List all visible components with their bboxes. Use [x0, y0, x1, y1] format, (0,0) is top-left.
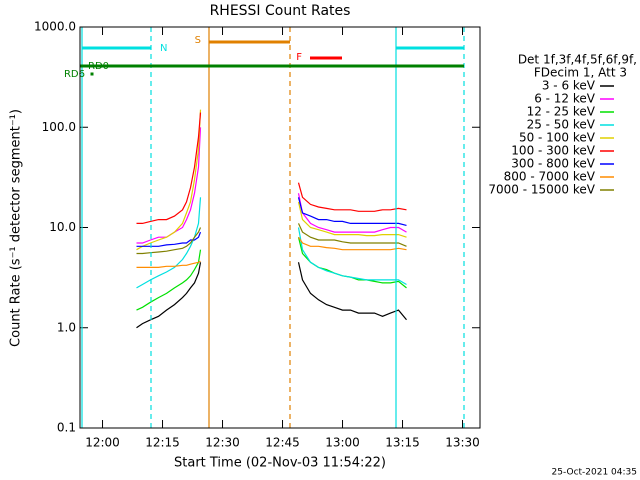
series-line: [136, 223, 407, 255]
y-tick-label: 10.0: [49, 220, 76, 234]
series-line: [136, 197, 407, 247]
rd-label: RD0: [88, 61, 109, 72]
series-line: [136, 127, 407, 244]
y-tick-label: 1.0: [57, 320, 76, 334]
x-tick-label: 13:30: [445, 436, 480, 450]
legend-label: 800 - 7000 keV: [504, 170, 596, 184]
flag-label: F: [296, 52, 302, 63]
legend-header: FDecim 1, Att 3: [534, 66, 627, 80]
legend-label: 6 - 12 keV: [534, 92, 596, 106]
legend-label: 12 - 25 keV: [527, 105, 596, 119]
y-tick-label: 100.0: [42, 120, 76, 134]
x-tick-label: 13:15: [385, 436, 420, 450]
legend-label: 7000 - 15000 keV: [488, 183, 595, 197]
legend-label: 3 - 6 keV: [542, 79, 596, 93]
legend-label: 300 - 800 keV: [511, 157, 595, 171]
legend-header: Det 1f,3f,4f,5f,6f,9f,: [518, 53, 637, 67]
flag-label: S: [195, 35, 201, 46]
x-tick-label: 13:00: [325, 436, 360, 450]
series-line: [136, 109, 407, 251]
legend-label: 50 - 100 keV: [519, 131, 596, 145]
rd-marker: [82, 64, 86, 68]
x-tick-label: 12:00: [85, 436, 120, 450]
series-line: [136, 236, 407, 268]
chart-title: RHESSI Count Rates: [210, 3, 351, 19]
y-tick-label: 1000.0: [34, 20, 76, 34]
series-line: [136, 197, 407, 289]
rd-marker: [90, 72, 94, 76]
rd-label: RD6: [64, 69, 85, 80]
flag-label: N: [160, 43, 167, 54]
x-tick-label: 12:45: [265, 436, 300, 450]
x-axis-label: Start Time (02-Nov-03 11:54:22): [174, 456, 386, 471]
series-line: [136, 112, 407, 224]
y-axis-label: Count Rate (s⁻¹ detector segment⁻¹): [9, 109, 24, 347]
y-tick-label: 0.1: [57, 421, 76, 435]
legend-label: 25 - 50 keV: [527, 118, 596, 132]
plot-frame: [79, 26, 481, 429]
footer: 25-Oct-2021 04:35: [552, 468, 637, 478]
x-tick-label: 12:15: [145, 436, 180, 450]
series-line: [136, 262, 407, 329]
x-tick-label: 12:30: [205, 436, 240, 450]
legend-label: 100 - 300 keV: [511, 144, 595, 158]
